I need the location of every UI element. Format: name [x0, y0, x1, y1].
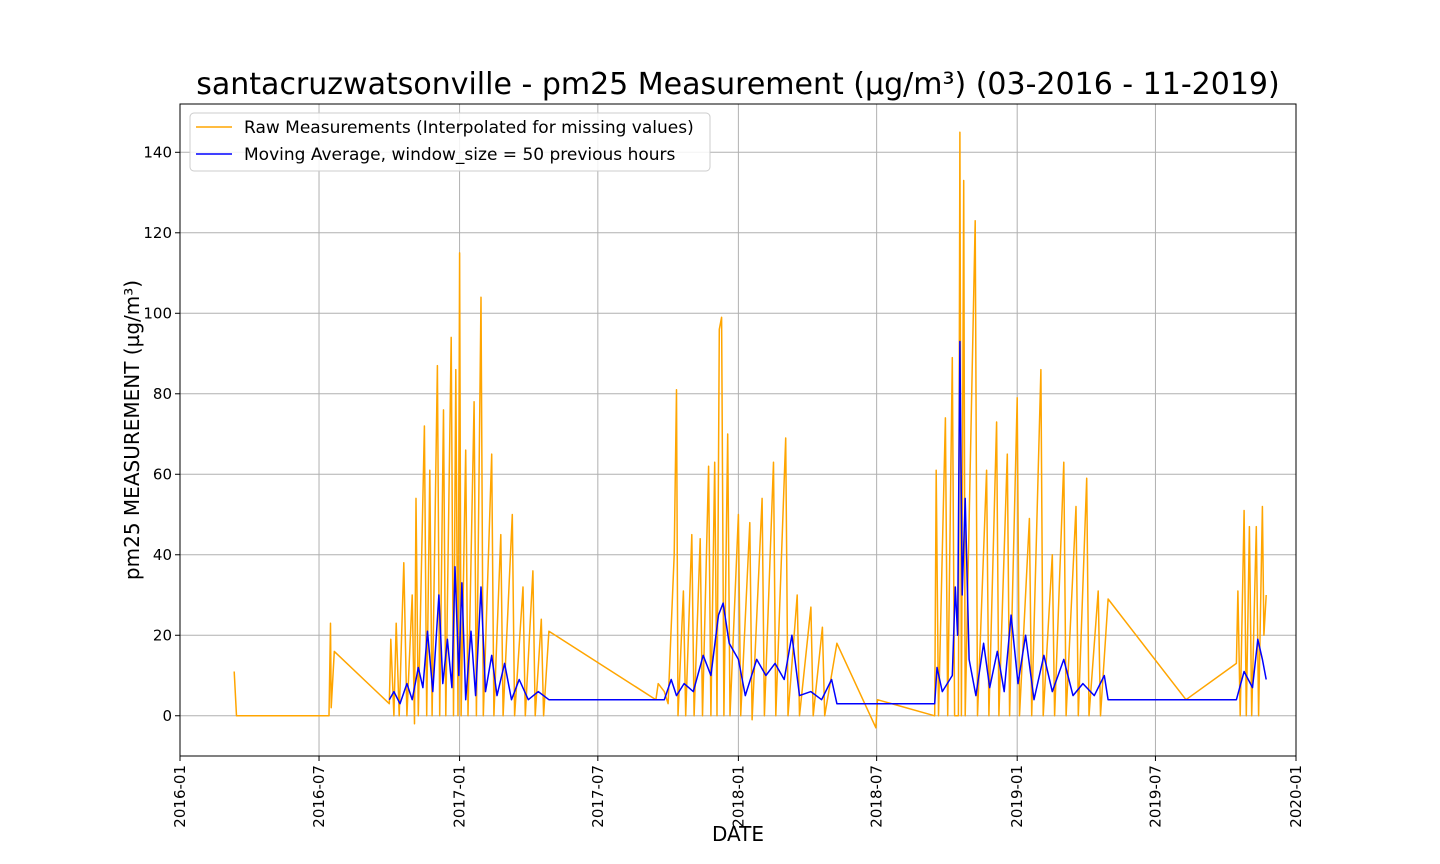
x-tick-label: 2018-01: [729, 765, 747, 828]
x-tick-label: 2019-01: [1008, 765, 1026, 828]
y-tick-label: 60: [153, 465, 172, 483]
x-axis: 2016-01 2016-07 2017-01 2017-07 2018-01 2018-…: [171, 756, 1305, 828]
x-tick-label: 2016-07: [310, 765, 328, 828]
x-tick-label: 2017-01: [451, 765, 469, 828]
series-layer: [233, 131, 1267, 729]
chart-title: santacruzwatsonville - pm25 Measurement …: [196, 67, 1279, 102]
x-tick-label: 2019-07: [1146, 765, 1164, 828]
y-axis: 0 20 40 60 80 100 120 140: [143, 143, 180, 725]
y-axis-label: pm25 MEASUREMENT (µg/m³): [120, 280, 144, 580]
grid-lines: [179, 104, 1297, 756]
moving-average-line: [388, 340, 1267, 705]
legend-label-raw: Raw Measurements (Interpolated for missi…: [244, 118, 694, 138]
x-tick-label: 2018-07: [868, 765, 886, 828]
legend: Raw Measurements (Interpolated for missi…: [189, 112, 711, 172]
y-tick-label: 80: [153, 385, 172, 403]
x-tick-label: 2020-01: [1287, 765, 1305, 828]
raw-measurements-line: [233, 131, 1267, 729]
x-tick-label: 2016-01: [171, 765, 189, 828]
legend-label-moving-average: Moving Average, window_size = 50 previou…: [244, 145, 676, 165]
legend-box: [189, 112, 711, 172]
y-tick-label: 120: [143, 224, 172, 242]
y-tick-label: 140: [143, 143, 172, 161]
x-axis-label: DATE: [712, 822, 764, 846]
y-tick-label: 40: [153, 546, 172, 564]
y-tick-label: 20: [153, 626, 172, 644]
y-tick-label: 100: [143, 304, 172, 322]
y-tick-label: 0: [162, 707, 172, 725]
x-tick-label: 2017-07: [589, 765, 607, 828]
